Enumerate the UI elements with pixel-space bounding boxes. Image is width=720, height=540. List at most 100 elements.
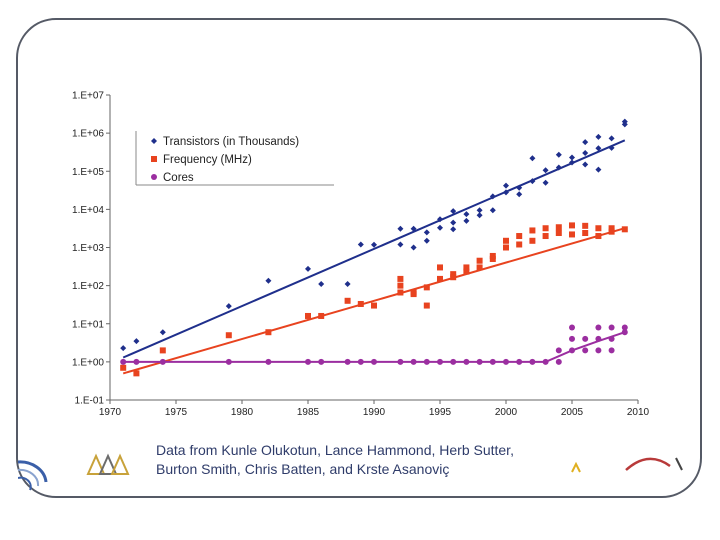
diamond-point	[410, 225, 417, 232]
diamond-point	[410, 244, 417, 251]
swoosh-logo	[625, 457, 683, 471]
square-point	[476, 264, 483, 271]
square-point	[410, 289, 417, 296]
square-point	[463, 268, 470, 275]
caption-line-1: Data from Kunle Olukotun, Lance Hammond,…	[156, 442, 514, 458]
square-point	[555, 224, 562, 231]
legend-label-diamond: Transistors (in Thousands)	[163, 136, 299, 148]
square-point	[529, 237, 536, 244]
square-point	[503, 237, 509, 244]
diamond-point	[476, 212, 483, 219]
x-tick-label: 1995	[429, 407, 452, 418]
square-point	[305, 312, 311, 319]
diamond-point	[344, 281, 351, 288]
square-point	[516, 241, 523, 248]
legend-label-square: Frequency (MHz)	[163, 154, 252, 166]
circle-point	[608, 335, 615, 342]
diamond-point	[503, 189, 509, 196]
caption-line-2: Burton Smith, Chris Batten, and Krste As…	[156, 461, 450, 477]
square-point	[555, 230, 562, 237]
circle-point	[569, 335, 575, 342]
chart-panel: 1.E+07 1.E+06 1.E+05 1.E+04 1.E+03 1.E+02 1.E+…	[36, 78, 678, 428]
square-point	[450, 271, 457, 278]
circle-point	[582, 347, 589, 354]
circle-point	[357, 358, 364, 365]
circle-point	[555, 358, 562, 365]
lab-triangles-logo	[86, 453, 130, 475]
y-tick-label: 1.E+02	[72, 281, 104, 292]
square-point	[516, 233, 523, 240]
circle-point	[371, 358, 377, 365]
circle-point	[529, 358, 536, 365]
square-point	[595, 233, 602, 240]
diamond-point	[542, 179, 549, 186]
circle-point	[133, 358, 140, 365]
square-point	[397, 275, 404, 282]
x-tick-label: 1980	[231, 407, 254, 418]
trend-line-square	[122, 227, 626, 375]
data-source-caption: Data from Kunle Olukotun, Lance Hammond,…	[156, 441, 576, 479]
circle-point	[503, 358, 509, 365]
diamond-point	[582, 150, 589, 157]
square-point	[357, 300, 364, 307]
square-point	[582, 222, 589, 229]
diamond-point	[450, 208, 457, 215]
circle-point	[595, 324, 602, 331]
square-point	[489, 255, 496, 262]
trend-line-diamond	[122, 139, 626, 359]
diamond-point	[305, 265, 311, 272]
diamond-point	[423, 229, 430, 236]
square-point	[225, 332, 232, 339]
square-point	[595, 225, 602, 232]
diamond-point	[437, 216, 443, 223]
x-tick-label: 2000	[495, 407, 518, 418]
chart-axes: 1.E+07 1.E+06 1.E+05 1.E+04 1.E+03 1.E+02 1.E+…	[72, 91, 650, 419]
square-point	[344, 297, 351, 304]
legend-marker-square	[151, 156, 157, 162]
diamond-point	[318, 281, 325, 288]
yellow-mark-logo	[571, 462, 581, 473]
diamond-point	[542, 167, 549, 174]
square-point	[582, 230, 589, 237]
diamond-point	[397, 241, 404, 248]
y-tick-label: 1.E-01	[75, 396, 105, 407]
diamond-point	[582, 139, 589, 146]
square-point	[437, 275, 443, 282]
circle-point	[621, 329, 628, 336]
square-point	[423, 302, 430, 309]
y-tick-label: 1.E+05	[72, 167, 104, 178]
square-point	[542, 233, 549, 240]
square-point	[608, 225, 615, 232]
circle-point	[159, 358, 166, 365]
diamond-point	[595, 145, 602, 152]
diamond-point	[608, 135, 615, 142]
diamond-point	[133, 338, 140, 345]
circle-point	[542, 358, 549, 365]
diamond-point	[582, 161, 589, 168]
diamond-point	[397, 225, 404, 232]
square-point	[265, 329, 272, 336]
square-point	[397, 289, 404, 296]
diamond-point	[608, 144, 615, 151]
diamond-point	[555, 164, 562, 171]
legend-marker-circle	[151, 174, 157, 180]
y-tick-label: 1.E+07	[72, 91, 104, 102]
square-point	[529, 227, 536, 234]
y-tick-label: 1.E+00	[72, 357, 104, 368]
square-point	[542, 225, 549, 232]
legend-label-circle: Cores	[163, 172, 194, 184]
x-tick-label: 1970	[99, 407, 122, 418]
diamond-point	[476, 207, 483, 214]
circle-point	[516, 358, 523, 365]
transistor-frequency-cores-chart: 1.E+07 1.E+06 1.E+05 1.E+04 1.E+03 1.E+02 1.E+…	[72, 91, 650, 419]
diamond-point	[529, 178, 536, 185]
x-tick-label: 2010	[627, 407, 650, 418]
diamond-point	[371, 241, 377, 248]
square-point	[503, 244, 509, 251]
diamond-point	[569, 154, 575, 161]
diamond-point	[450, 219, 457, 226]
circle-point	[305, 358, 311, 365]
square-point	[133, 370, 140, 377]
circle-point	[555, 347, 562, 354]
circle-point	[225, 358, 232, 365]
